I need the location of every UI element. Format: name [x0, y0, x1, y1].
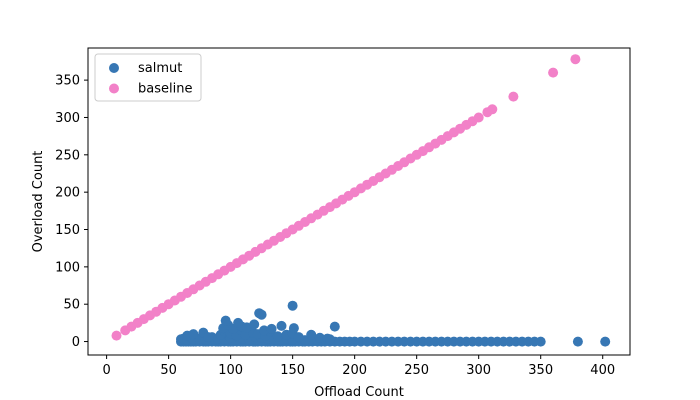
points-layer — [111, 54, 611, 347]
x-tick-label: 150 — [280, 363, 305, 378]
legend: salmut baseline — [94, 53, 202, 102]
salmut-point — [249, 319, 260, 330]
salmut-point — [233, 317, 244, 328]
salmut-point — [272, 331, 283, 342]
salmut-point — [203, 332, 214, 343]
baseline-point — [548, 67, 559, 78]
x-axis-label: Offload Count — [314, 385, 404, 400]
plot-frame — [87, 47, 631, 356]
salmut-point — [240, 329, 251, 340]
salmut-point — [572, 336, 583, 347]
y-tick-label: 0 — [72, 335, 80, 350]
y-tick-label: 300 — [55, 111, 80, 126]
legend-marker-salmut — [109, 63, 119, 73]
salmut-point — [293, 332, 304, 343]
legend-frame — [94, 53, 202, 102]
salmut-point — [288, 323, 299, 334]
axis-layer: 0 50 100 150 200 250 300 350 400 0 50 100 150 200 250 3… — [55, 74, 615, 378]
x-tick-label: 100 — [218, 363, 243, 378]
salmut-point — [276, 320, 287, 331]
legend-label-salmut: salmut — [138, 61, 182, 76]
x-tick-label: 250 — [404, 363, 429, 378]
salmut-point — [329, 321, 340, 332]
y-axis-label: Overload Count — [31, 151, 46, 253]
salmut-point — [259, 325, 270, 336]
salmut-point — [220, 315, 231, 326]
x-tick-label: 400 — [590, 363, 615, 378]
baseline-point — [487, 104, 498, 115]
salmut-point — [324, 334, 335, 345]
salmut-point — [600, 336, 611, 347]
salmut-point — [535, 336, 546, 347]
y-tick-label: 50 — [63, 298, 80, 313]
salmut-point — [314, 332, 325, 343]
legend-marker-baseline — [109, 83, 119, 94]
baseline-point — [508, 91, 519, 102]
salmut-point — [287, 300, 298, 311]
y-tick-label: 100 — [55, 260, 80, 275]
y-tick-label: 200 — [55, 186, 80, 201]
x-tick-label: 300 — [466, 363, 491, 378]
legend-label-baseline: baseline — [138, 82, 192, 97]
x-tick-label: 50 — [160, 363, 177, 378]
y-tick-label: 250 — [55, 148, 80, 163]
salmut-point — [266, 323, 277, 334]
x-tick-label: 350 — [528, 363, 553, 378]
x-tick-label: 200 — [342, 363, 367, 378]
baseline-point — [111, 330, 122, 341]
baseline-point — [570, 54, 581, 65]
x-tick-label: 0 — [102, 363, 110, 378]
salmut-point — [306, 329, 317, 340]
y-tick-label: 350 — [55, 74, 80, 89]
salmut-point — [256, 309, 267, 320]
y-tick-label: 150 — [55, 223, 80, 238]
baseline-point — [473, 112, 484, 123]
salmut-point — [188, 329, 199, 340]
